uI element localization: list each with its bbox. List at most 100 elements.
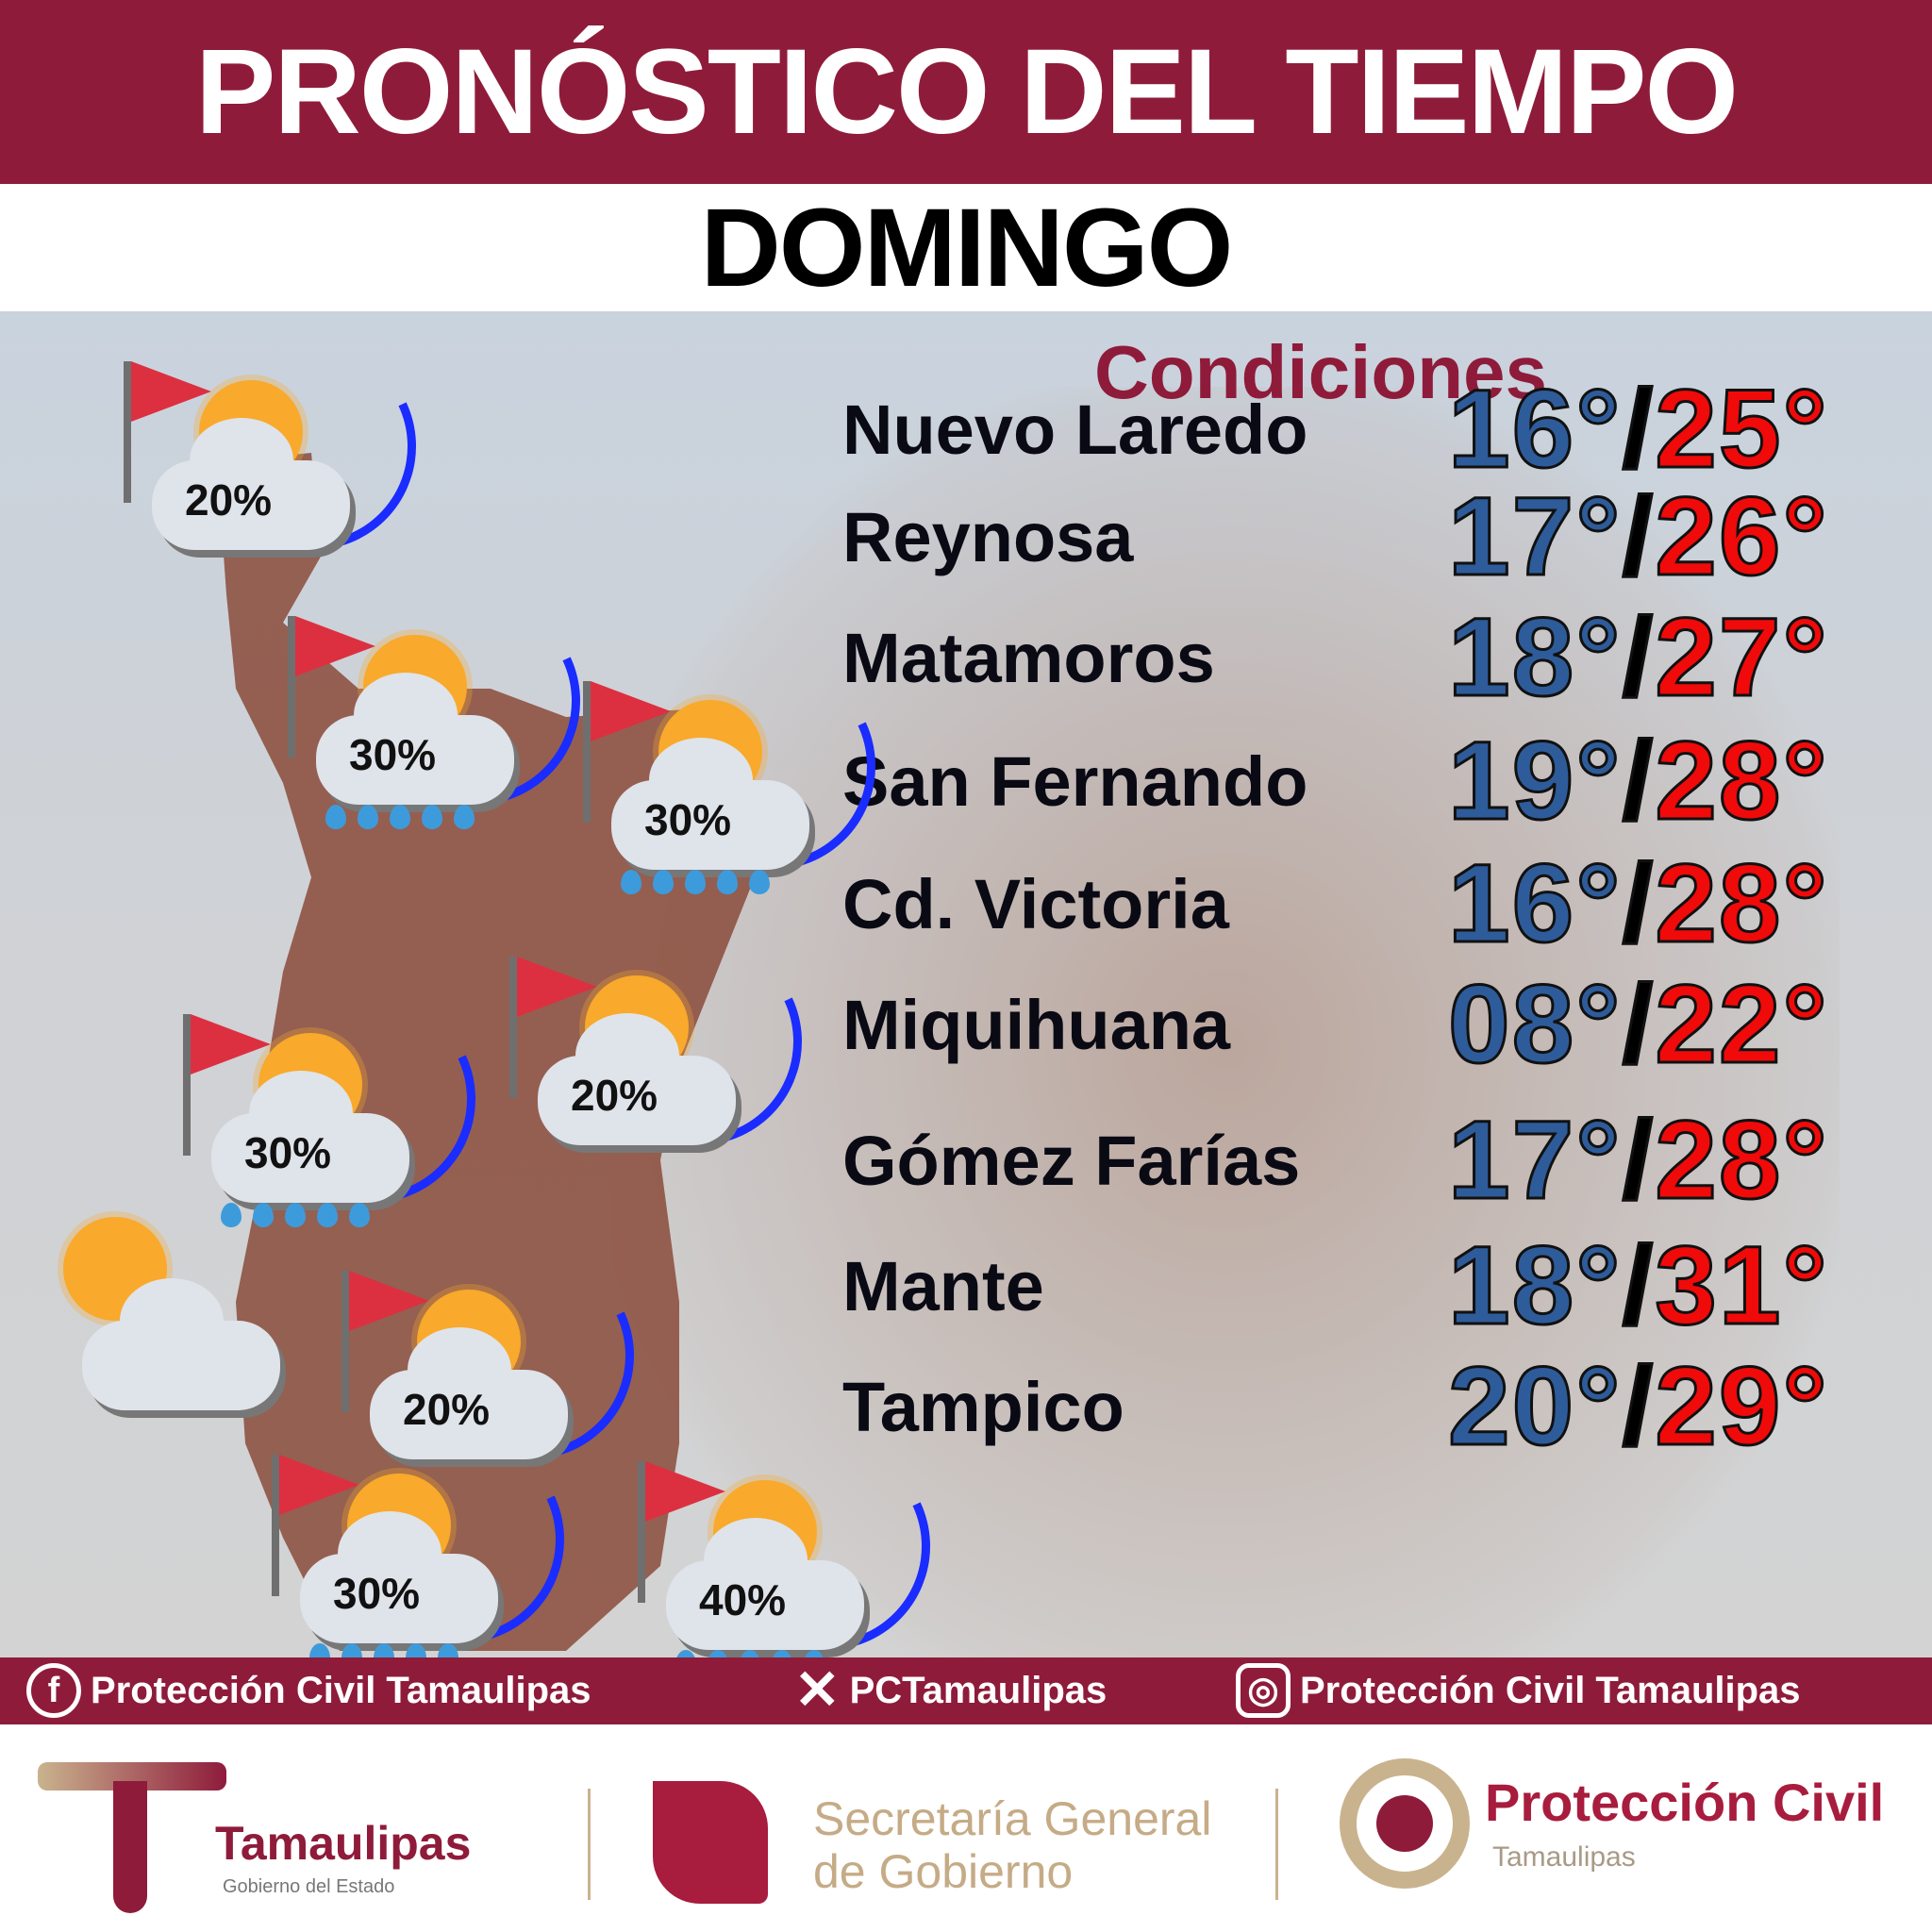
rain-probability: 20%: [571, 1071, 658, 1120]
raindrop-icon: [749, 870, 770, 894]
temperature-range: 08°/22°: [1446, 968, 1829, 1082]
city-name: Reynosa: [842, 498, 1134, 576]
facebook-link[interactable]: f Protección Civil Tamaulipas: [26, 1663, 591, 1718]
cloud-icon: [611, 738, 809, 870]
raindrop-icon: [374, 1643, 394, 1657]
rain-icon: [675, 1650, 845, 1657]
flag-icon: [288, 616, 375, 758]
cloud-icon: [666, 1518, 864, 1650]
temp-separator: /: [1621, 1224, 1656, 1348]
max-temp: 29°: [1654, 1344, 1829, 1469]
raindrop-icon: [653, 870, 674, 894]
max-temp: 26°: [1654, 475, 1829, 599]
raindrop-icon: [740, 1650, 760, 1657]
temperature-range: 18°/27°: [1446, 601, 1829, 715]
raindrop-icon: [285, 1203, 306, 1227]
min-temp: 17°: [1446, 1098, 1623, 1223]
rain-icon: [621, 870, 791, 898]
max-temp: 25°: [1654, 367, 1829, 491]
raindrop-icon: [253, 1203, 274, 1227]
tamaulipas-logo-text: Tamaulipas: [215, 1817, 472, 1870]
city-name: Gómez Farías: [842, 1122, 1301, 1200]
city-name: Cd. Victoria: [842, 865, 1229, 943]
rain-probability: 40%: [699, 1575, 787, 1624]
x-label: PCTamaulipas: [849, 1670, 1108, 1711]
page-title: PRONÓSTICO DEL TIEMPO: [195, 25, 1739, 159]
temp-separator: /: [1621, 1098, 1656, 1223]
max-temp: 28°: [1654, 1098, 1829, 1223]
city-row: San Fernando 19°/28°: [0, 724, 1932, 839]
raindrop-icon: [804, 1650, 824, 1657]
raindrop-icon: [685, 870, 706, 894]
temperature-range: 20°/29°: [1446, 1350, 1829, 1464]
city-name: Tampico: [842, 1368, 1124, 1446]
raindrop-icon: [454, 805, 475, 829]
raindrop-icon: [221, 1203, 242, 1227]
raindrop-icon: [406, 1643, 426, 1657]
weather-icon-sun-cloud: [25, 1217, 280, 1443]
temperature-range: 16°/25°: [1446, 373, 1829, 487]
city-row: Tampico 20°/29°: [0, 1350, 1932, 1464]
raindrop-icon: [390, 805, 410, 829]
proteccion-civil-logo-sub: Tamaulipas: [1492, 1841, 1636, 1873]
city-row: Matamoros 18°/27°: [0, 601, 1932, 715]
weather-icon-sun-cloud-rain-flag-front: 30%: [288, 568, 609, 842]
weather-icon-sun-cloud-flag-front: 20%: [124, 313, 445, 588]
cloud-icon: [538, 1013, 736, 1145]
max-temp: 31°: [1654, 1224, 1829, 1348]
raindrop-icon: [317, 1203, 338, 1227]
min-temp: 18°: [1446, 595, 1623, 720]
cloud-icon: [316, 673, 514, 805]
city-row: Reynosa 17°/26°: [0, 480, 1932, 594]
max-temp: 22°: [1654, 962, 1829, 1087]
cloud-icon: [211, 1071, 409, 1203]
temperature-range: 19°/28°: [1446, 724, 1829, 839]
weather-icon-sun-cloud-rain-flag-front: 30%: [272, 1407, 593, 1657]
title-bar: PRONÓSTICO DEL TIEMPO: [0, 0, 1932, 184]
proteccion-civil-logo-icon: [1340, 1758, 1470, 1889]
temperature-range: 16°/28°: [1446, 847, 1829, 961]
flag-icon: [183, 1014, 271, 1156]
proteccion-civil-logo-text: Protección Civil: [1485, 1773, 1885, 1832]
facebook-icon: f: [26, 1663, 81, 1718]
max-temp: 28°: [1654, 719, 1829, 843]
city-name: Miquihuana: [842, 986, 1231, 1064]
city-row: Miquihuana 08°/22°: [0, 968, 1932, 1082]
weather-icon-sun-cloud-rain-flag-front: 30%: [183, 966, 505, 1241]
sgg-logo-icon: [653, 1781, 768, 1904]
cloud-icon: [370, 1327, 568, 1459]
min-temp: 19°: [1446, 719, 1623, 843]
raindrop-icon: [349, 1203, 370, 1227]
raindrop-icon: [358, 805, 378, 829]
raindrop-icon: [708, 1650, 728, 1657]
min-temp: 08°: [1446, 962, 1623, 1087]
temp-separator: /: [1621, 962, 1656, 1087]
city-name: Mante: [842, 1247, 1044, 1325]
sgg-logo-text: Secretaría General de Gobierno: [813, 1792, 1211, 1898]
city-row: Cd. Victoria 16°/28°: [0, 847, 1932, 961]
rain-icon: [221, 1203, 391, 1231]
temperature-range: 17°/28°: [1446, 1104, 1829, 1218]
instagram-link[interactable]: ◎ Protección Civil Tamaulipas: [1236, 1663, 1801, 1718]
tamaulipas-logo-sub: Gobierno del Estado: [223, 1876, 395, 1897]
city-name: Nuevo Laredo: [842, 391, 1308, 469]
instagram-icon: ◎: [1236, 1663, 1291, 1718]
weather-icon-sun-cloud-rain-flag-front: 30%: [583, 633, 905, 908]
flag-icon: [509, 957, 597, 1098]
flag-icon: [272, 1455, 359, 1596]
raindrop-icon: [422, 805, 442, 829]
city-name: Matamoros: [842, 619, 1215, 697]
raindrop-icon: [438, 1643, 458, 1657]
x-link[interactable]: ✕ PCTamaulipas: [794, 1663, 1107, 1718]
temp-separator: /: [1621, 595, 1656, 720]
raindrop-icon: [772, 1650, 792, 1657]
flag-icon: [583, 681, 671, 823]
temperature-range: 17°/26°: [1446, 480, 1829, 594]
weather-icon-sun-cloud-flag-front: 20%: [341, 1223, 663, 1497]
city-row: Mante 18°/31°: [0, 1229, 1932, 1343]
rain-icon: [309, 1643, 479, 1657]
rain-probability: 20%: [185, 475, 273, 525]
divider: [588, 1789, 591, 1900]
facebook-label: Protección Civil Tamaulipas: [91, 1670, 591, 1711]
instagram-label: Protección Civil Tamaulipas: [1300, 1670, 1801, 1711]
